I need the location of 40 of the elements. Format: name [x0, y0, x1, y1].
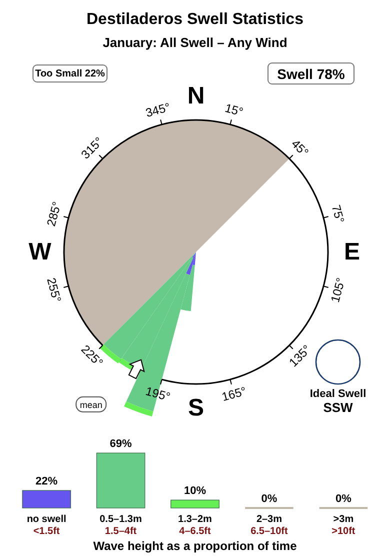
data-label: 0% — [261, 493, 278, 505]
text: January: All Swell – Any Wind — [102, 35, 288, 50]
text: 1.5–4ft — [104, 526, 138, 537]
data-label: 22% — [36, 475, 58, 488]
x-axis-title: Wave height as a proportion of time — [93, 539, 298, 553]
x-tick-label: 1.3–2m — [178, 514, 212, 525]
text: 105° — [328, 276, 348, 304]
text: 165° — [220, 384, 248, 404]
data-label: 0% — [336, 493, 352, 505]
text: >10ft — [332, 526, 356, 537]
x-tick-label: 2–3m — [256, 514, 282, 525]
text: 45° — [288, 136, 312, 160]
text: 15° — [223, 100, 245, 120]
text: N — [187, 82, 205, 110]
x-tick-label: >3m — [333, 514, 354, 525]
text: 6.5–10ft — [250, 526, 289, 537]
text: S — [188, 394, 204, 422]
text: 285° — [44, 200, 64, 228]
text: W — [28, 238, 52, 266]
bar — [22, 490, 71, 508]
text: SSW — [323, 400, 354, 415]
text: 345° — [144, 100, 172, 120]
data-label: 69% — [110, 438, 132, 450]
x-tick-label: no swell — [26, 514, 66, 525]
text: 75° — [328, 203, 348, 225]
text: Destiladeros Swell Statistics — [86, 11, 304, 28]
text: mean — [80, 400, 102, 410]
text: 195° — [144, 384, 172, 404]
text: Ideal Swell — [310, 388, 366, 400]
text: <1.5ft — [33, 526, 60, 537]
x-tick-label: 0.5–1.3m — [100, 514, 142, 525]
text: E — [344, 238, 360, 266]
bar — [96, 452, 146, 508]
text: 255° — [44, 276, 64, 304]
text: 4–6.5ft — [179, 526, 212, 537]
data-label: 10% — [184, 485, 206, 498]
text: 225° — [78, 342, 106, 370]
bar — [170, 500, 220, 508]
text: Too Small 22% — [35, 68, 106, 80]
text: Swell 78% — [277, 66, 346, 82]
